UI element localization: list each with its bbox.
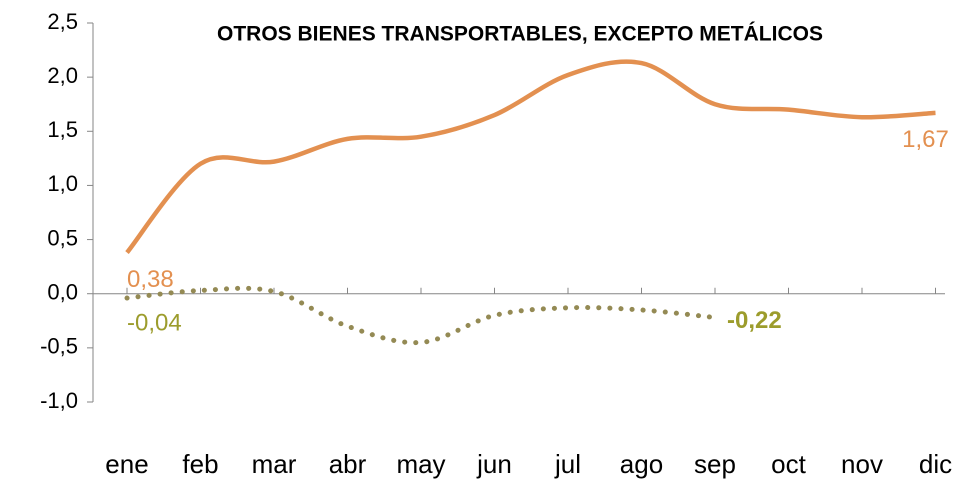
data-label: -0,22 bbox=[727, 307, 782, 334]
x-tick-label: ene bbox=[105, 449, 148, 479]
data-label: -0,04 bbox=[127, 309, 182, 336]
x-tick-label: nov bbox=[841, 449, 883, 479]
x-tick-label: jun bbox=[476, 449, 512, 479]
y-tick-label: 1,0 bbox=[47, 171, 78, 196]
y-tick-label: 2,0 bbox=[47, 63, 78, 88]
y-tick-label: 0,0 bbox=[47, 280, 78, 305]
x-tick-label: may bbox=[396, 449, 445, 479]
x-tick-label: ago bbox=[620, 449, 663, 479]
x-tick-label: feb bbox=[182, 449, 218, 479]
x-tick-label: mar bbox=[252, 449, 297, 479]
chart-title: OTROS BIENES TRANSPORTABLES, EXCEPTO MET… bbox=[217, 23, 823, 46]
x-tick-label: jul bbox=[554, 449, 581, 479]
y-tick-label: 2,5 bbox=[47, 9, 78, 34]
x-tick-label: abr bbox=[329, 449, 367, 479]
series-line bbox=[125, 59, 936, 254]
y-tick-label: 0,5 bbox=[47, 225, 78, 250]
y-tick-label: 1,5 bbox=[47, 117, 78, 142]
x-tick-label: oct bbox=[771, 449, 806, 479]
x-tick-label: sep bbox=[694, 449, 736, 479]
y-tick-label: -1,0 bbox=[40, 388, 78, 413]
series-line bbox=[124, 285, 718, 346]
y-tick-label: -0,5 bbox=[40, 334, 78, 359]
data-label: 0,38 bbox=[127, 266, 174, 293]
data-label: 1,67 bbox=[902, 126, 949, 153]
x-tick-label: dic bbox=[919, 449, 952, 479]
